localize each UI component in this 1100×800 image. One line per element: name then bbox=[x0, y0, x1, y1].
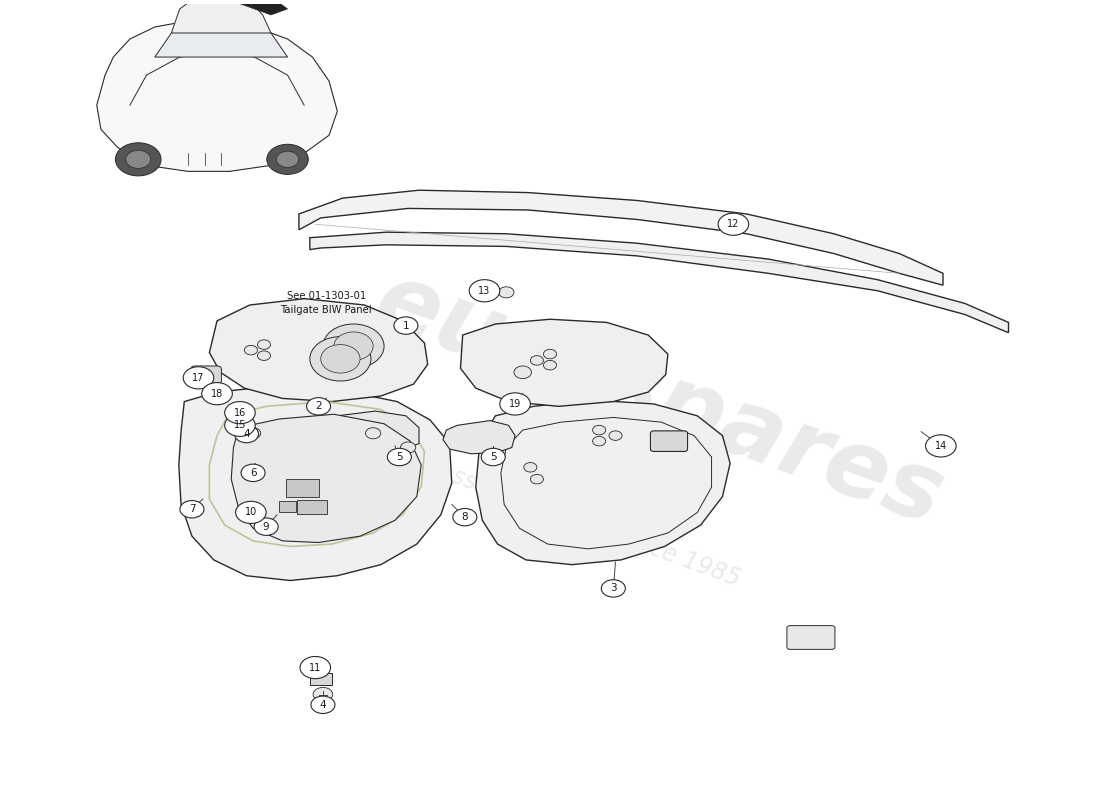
Circle shape bbox=[321, 345, 360, 373]
Polygon shape bbox=[330, 411, 419, 451]
Circle shape bbox=[602, 580, 625, 597]
Circle shape bbox=[470, 280, 499, 302]
Text: 1: 1 bbox=[403, 321, 409, 330]
Text: 13: 13 bbox=[478, 286, 491, 296]
Circle shape bbox=[254, 518, 278, 535]
Text: 10: 10 bbox=[245, 507, 257, 518]
Circle shape bbox=[267, 144, 308, 174]
Circle shape bbox=[530, 356, 543, 365]
Circle shape bbox=[394, 317, 418, 334]
Circle shape bbox=[300, 657, 331, 678]
Circle shape bbox=[310, 337, 371, 381]
Circle shape bbox=[543, 350, 557, 359]
FancyBboxPatch shape bbox=[650, 431, 688, 451]
Text: 15: 15 bbox=[234, 420, 246, 430]
Text: 9: 9 bbox=[263, 522, 270, 532]
Polygon shape bbox=[238, 0, 287, 15]
Text: 17: 17 bbox=[192, 373, 205, 383]
Text: 11: 11 bbox=[309, 662, 321, 673]
Circle shape bbox=[184, 366, 213, 389]
FancyBboxPatch shape bbox=[286, 479, 319, 497]
Text: 19: 19 bbox=[509, 399, 521, 409]
Text: 16: 16 bbox=[234, 408, 246, 418]
Polygon shape bbox=[231, 414, 421, 542]
FancyBboxPatch shape bbox=[190, 366, 221, 384]
Circle shape bbox=[307, 398, 331, 415]
Text: 12: 12 bbox=[727, 219, 739, 230]
Circle shape bbox=[314, 687, 333, 702]
Circle shape bbox=[498, 286, 514, 298]
Circle shape bbox=[224, 402, 255, 424]
Polygon shape bbox=[172, 0, 271, 33]
FancyBboxPatch shape bbox=[310, 673, 332, 685]
Circle shape bbox=[524, 462, 537, 472]
Circle shape bbox=[453, 509, 477, 526]
Circle shape bbox=[116, 142, 161, 176]
Circle shape bbox=[530, 474, 543, 484]
Text: 14: 14 bbox=[935, 441, 947, 451]
Circle shape bbox=[718, 213, 749, 235]
Text: 7: 7 bbox=[188, 504, 195, 514]
FancyBboxPatch shape bbox=[297, 500, 328, 514]
Polygon shape bbox=[299, 190, 943, 286]
Text: 4: 4 bbox=[243, 429, 250, 439]
Circle shape bbox=[925, 435, 956, 457]
Polygon shape bbox=[179, 386, 452, 581]
Circle shape bbox=[481, 448, 505, 466]
Circle shape bbox=[593, 437, 606, 446]
Text: 5: 5 bbox=[396, 452, 403, 462]
Circle shape bbox=[244, 346, 257, 355]
Text: 5: 5 bbox=[490, 452, 496, 462]
Polygon shape bbox=[155, 21, 287, 57]
Circle shape bbox=[323, 324, 384, 368]
Circle shape bbox=[245, 428, 261, 438]
Circle shape bbox=[180, 501, 204, 518]
Text: 2: 2 bbox=[316, 402, 322, 411]
Circle shape bbox=[241, 464, 265, 482]
Circle shape bbox=[400, 442, 416, 453]
Text: 8: 8 bbox=[462, 512, 469, 522]
Text: 4: 4 bbox=[320, 700, 327, 710]
Circle shape bbox=[235, 502, 266, 523]
Circle shape bbox=[543, 361, 557, 370]
Polygon shape bbox=[443, 421, 515, 454]
Circle shape bbox=[311, 696, 334, 714]
Text: See 01-1303-01
Tailgate BIW Panel: See 01-1303-01 Tailgate BIW Panel bbox=[280, 291, 372, 315]
FancyBboxPatch shape bbox=[279, 502, 296, 513]
Polygon shape bbox=[310, 232, 1009, 333]
FancyBboxPatch shape bbox=[206, 386, 225, 396]
Text: 6: 6 bbox=[250, 468, 256, 478]
Circle shape bbox=[499, 393, 530, 415]
Polygon shape bbox=[476, 400, 730, 565]
Text: 18: 18 bbox=[211, 389, 223, 398]
Circle shape bbox=[257, 351, 271, 361]
Circle shape bbox=[257, 340, 271, 350]
Circle shape bbox=[387, 448, 411, 466]
Circle shape bbox=[234, 426, 258, 442]
Text: a passion for parts since 1985: a passion for parts since 1985 bbox=[400, 446, 744, 591]
Circle shape bbox=[593, 426, 606, 435]
Circle shape bbox=[365, 428, 381, 438]
Circle shape bbox=[276, 151, 299, 167]
Circle shape bbox=[609, 431, 622, 440]
Circle shape bbox=[125, 150, 151, 168]
Polygon shape bbox=[97, 21, 338, 171]
FancyBboxPatch shape bbox=[786, 626, 835, 650]
Circle shape bbox=[201, 382, 232, 405]
Polygon shape bbox=[209, 298, 428, 402]
Polygon shape bbox=[461, 319, 668, 406]
Circle shape bbox=[334, 332, 373, 361]
Text: eurospares: eurospares bbox=[363, 254, 956, 546]
Text: 3: 3 bbox=[610, 583, 617, 594]
Circle shape bbox=[224, 414, 255, 437]
Circle shape bbox=[514, 366, 531, 378]
